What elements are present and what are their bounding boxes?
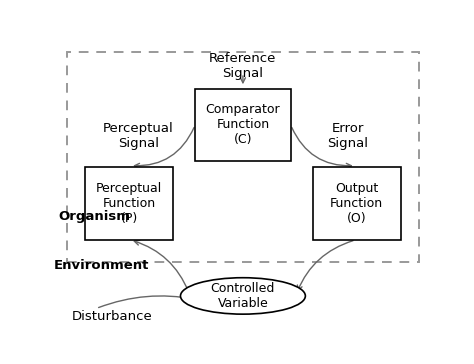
Text: Error
Signal: Error Signal <box>327 122 368 150</box>
Text: Controlled
Variable: Controlled Variable <box>211 282 275 310</box>
FancyBboxPatch shape <box>313 167 401 240</box>
Ellipse shape <box>181 278 305 314</box>
Text: Organism: Organism <box>58 210 130 222</box>
FancyArrowPatch shape <box>297 241 353 290</box>
Text: Perceptual
Signal: Perceptual Signal <box>103 122 173 150</box>
Text: Output
Function
(O): Output Function (O) <box>330 182 383 225</box>
FancyArrowPatch shape <box>292 127 351 169</box>
Text: Disturbance: Disturbance <box>72 310 153 324</box>
Text: Perceptual
Function
(P): Perceptual Function (P) <box>96 182 162 225</box>
Text: Environment: Environment <box>54 258 149 272</box>
FancyBboxPatch shape <box>195 88 291 161</box>
Text: Comparator
Function
(C): Comparator Function (C) <box>206 103 280 146</box>
FancyArrowPatch shape <box>240 76 246 83</box>
FancyArrowPatch shape <box>134 240 189 292</box>
FancyBboxPatch shape <box>85 167 173 240</box>
FancyArrowPatch shape <box>99 296 195 308</box>
Text: Reference
Signal: Reference Signal <box>209 52 277 80</box>
FancyArrowPatch shape <box>135 127 194 169</box>
